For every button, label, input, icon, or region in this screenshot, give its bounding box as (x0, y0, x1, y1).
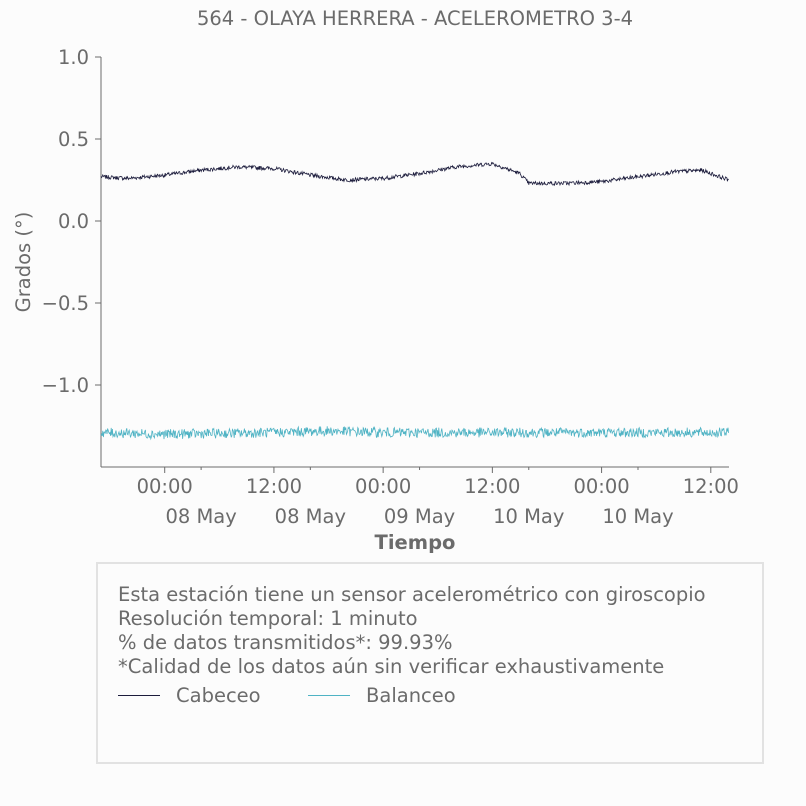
info-sensor-description: Esta estación tiene un sensor aceleromét… (118, 583, 706, 606)
x-tick-label: 00:00 (573, 475, 629, 498)
legend-label-balanceo: Balanceo (366, 684, 456, 707)
series-line-balanceo (100, 425, 729, 441)
y-ticks: 1.0 0.5 0.0 −0.5 −1.0 (42, 46, 101, 397)
x-tick-label: 00:00 (355, 475, 411, 498)
x-date-label: 08 May (275, 505, 346, 528)
info-temporal-resolution: Resolución temporal: 1 minuto (118, 607, 418, 630)
info-box: Esta estación tiene un sensor aceleromét… (96, 562, 764, 764)
legend-label-cabeceo: Cabeceo (176, 684, 261, 707)
y-tick-label: −0.5 (42, 292, 89, 315)
chart: 564 - OLAYA HERRERA - ACELEROMETRO 3-4 G… (12, 7, 739, 554)
x-axis-label: Tiempo (375, 531, 456, 554)
legend-swatch-cabeceo (118, 695, 160, 696)
x-tick-label: 12:00 (464, 475, 520, 498)
y-tick-label: 0.5 (58, 128, 89, 151)
x-tick-label: 00:00 (137, 475, 193, 498)
x-tick-label: 12:00 (246, 475, 302, 498)
y-tick-label: 1.0 (58, 46, 89, 69)
x-tick-label: 12:00 (683, 475, 739, 498)
x-ticks: 00:00 12:00 00:00 12:00 00:00 12:00 08 May 08 M… (137, 467, 739, 528)
info-quality-note: *Calidad de los datos aún sin verificar … (118, 655, 665, 678)
chart-title: 564 - OLAYA HERRERA - ACELEROMETRO 3-4 (197, 7, 633, 30)
x-date-label: 10 May (602, 505, 673, 528)
x-date-label: 10 May (493, 505, 564, 528)
x-date-label: 08 May (165, 505, 236, 528)
series-line-cabeceo (100, 161, 729, 187)
y-tick-label: −1.0 (42, 374, 89, 397)
info-data-transmitted: % de datos transmitidos*: 99.93% (118, 631, 453, 654)
y-tick-label: 0.0 (58, 210, 89, 233)
legend-swatch-balanceo (308, 695, 350, 696)
x-date-label: 09 May (384, 505, 455, 528)
series-layer (100, 161, 729, 441)
y-axis-label: Grados (°) (12, 212, 35, 313)
